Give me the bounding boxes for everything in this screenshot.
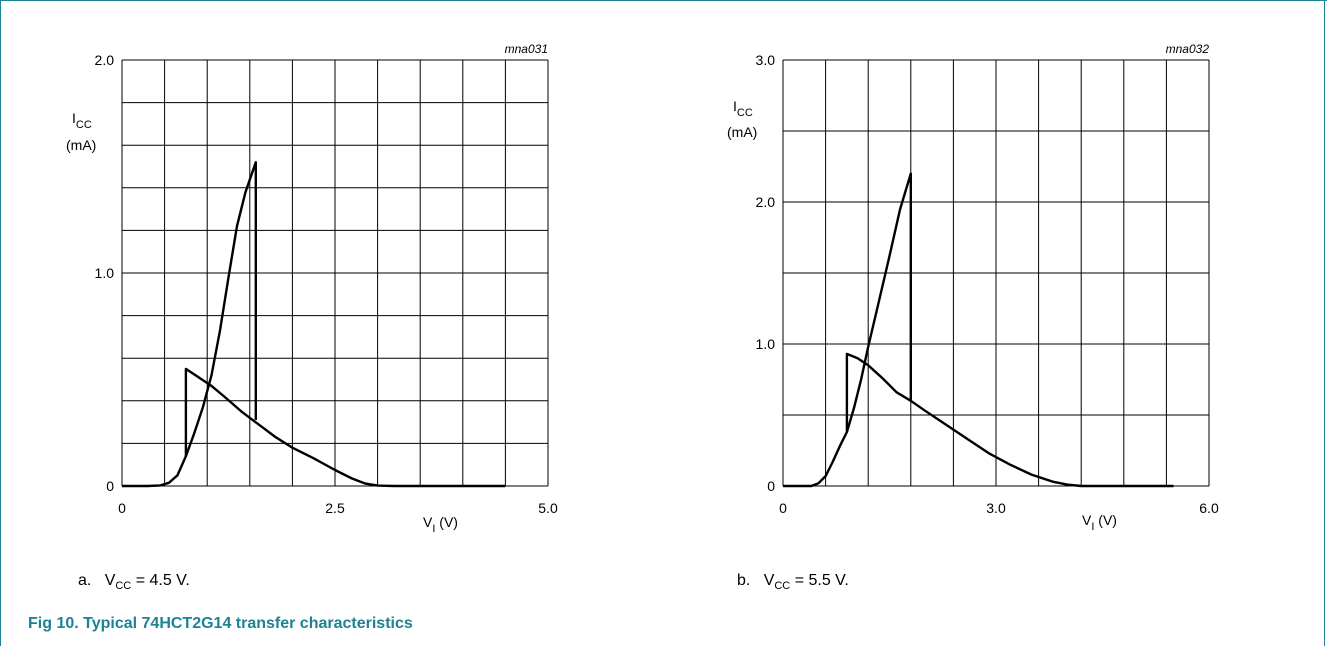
caption-a: a. VCC = 4.5 V. bbox=[78, 572, 190, 592]
x-tick-label: 0 bbox=[118, 500, 126, 516]
chart-code-label: mna032 bbox=[1166, 42, 1210, 56]
frame-top-border bbox=[0, 0, 1327, 1]
y-tick-label: 0 bbox=[767, 478, 775, 494]
x-tick-label: 2.5 bbox=[325, 500, 345, 516]
y-axis-label: ICC bbox=[733, 98, 753, 119]
x-tick-label: 0 bbox=[779, 500, 787, 516]
caption-b-text: = 5.5 V. bbox=[790, 572, 849, 589]
caption-b-var: V bbox=[763, 572, 775, 589]
y-axis-unit: (mA) bbox=[727, 124, 757, 140]
y-tick-label: 1.0 bbox=[756, 336, 776, 352]
x-tick-label: 3.0 bbox=[986, 500, 1006, 516]
y-tick-label: 1.0 bbox=[95, 265, 115, 281]
x-axis-label: VI (V) bbox=[423, 514, 458, 535]
caption-b-prefix: b. bbox=[737, 572, 751, 589]
caption-a-text: = 4.5 V. bbox=[131, 572, 190, 589]
caption-b-sub: CC bbox=[774, 580, 791, 593]
y-tick-label: 0 bbox=[106, 478, 114, 494]
y-tick-label: 3.0 bbox=[756, 52, 776, 68]
caption-b: b. VCC = 5.5 V. bbox=[737, 572, 849, 592]
y-tick-label: 2.0 bbox=[756, 194, 776, 210]
figure-title: Fig 10. Typical 74HCT2G14 transfer chara… bbox=[28, 615, 413, 632]
series-line-1 bbox=[845, 352, 1174, 488]
series-line-0 bbox=[783, 172, 912, 488]
y-axis-unit: (mA) bbox=[66, 137, 96, 153]
x-axis-label: VI (V) bbox=[1082, 512, 1117, 533]
caption-a-var: V bbox=[104, 572, 116, 589]
chart-code-label: mna031 bbox=[505, 42, 548, 56]
y-tick-label: 2.0 bbox=[95, 52, 115, 68]
caption-a-sub: CC bbox=[115, 580, 132, 593]
caption-a-prefix: a. bbox=[78, 572, 92, 589]
series-line-1 bbox=[184, 367, 506, 488]
x-tick-label: 6.0 bbox=[1199, 500, 1219, 516]
chart-mna032: 0 1.0 2.0 3.0 0 3.0 6.0 ICC (mA) VI (V) mna032 bbox=[727, 42, 1219, 533]
chart-mna031: 0 1.0 2.0 0 2.5 5.0 ICC (mA) VI (V) mna031 bbox=[66, 42, 558, 535]
series-line-0 bbox=[122, 161, 257, 488]
x-tick-label: 5.0 bbox=[538, 500, 558, 516]
y-axis-label: ICC bbox=[72, 110, 92, 131]
